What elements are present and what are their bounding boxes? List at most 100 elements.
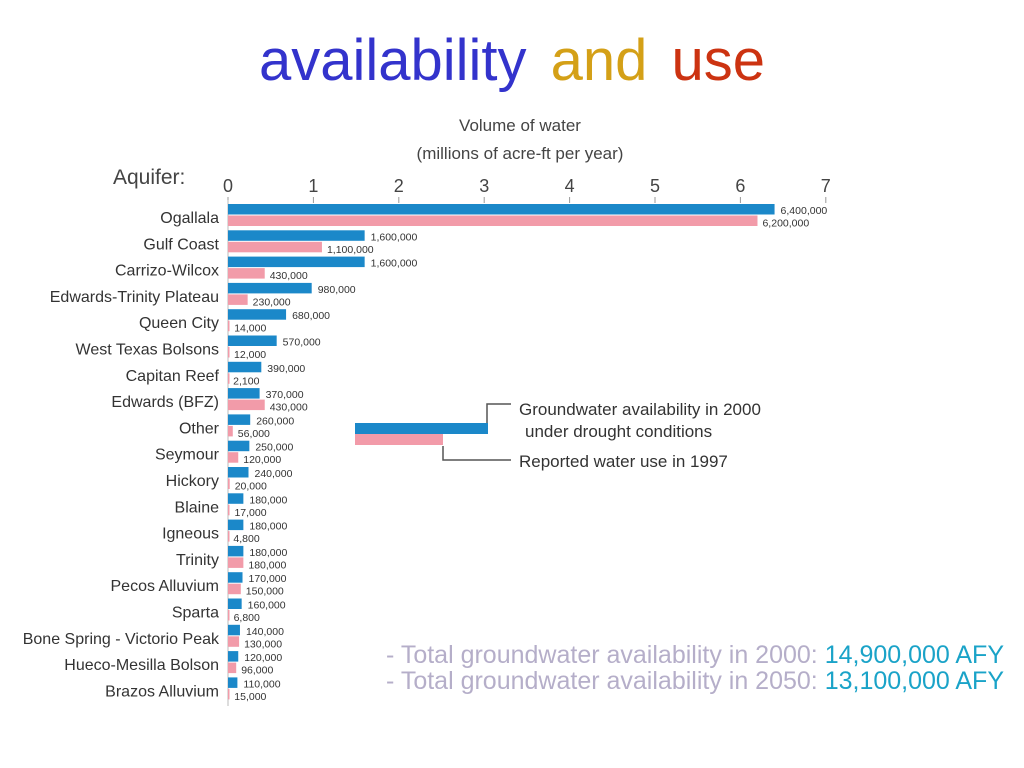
- use-bar: [228, 294, 248, 305]
- availability-bar: [228, 440, 250, 452]
- category-label: Sparta: [172, 605, 219, 622]
- category-label: Capitan Reef: [126, 368, 220, 385]
- availability-value-label: 180,000: [249, 521, 287, 533]
- legend-use-label: Reported water use in 1997: [519, 452, 728, 471]
- use-bar: [228, 241, 322, 253]
- total-2000-line: - Total groundwater availability in 2000…: [386, 642, 1004, 668]
- availability-bar: [228, 230, 365, 241]
- use-bar: [228, 347, 230, 358]
- use-bar: [228, 215, 758, 226]
- category-label: Hickory: [166, 473, 219, 490]
- x-tick-label: 2: [394, 176, 404, 196]
- availability-value-label: 570,000: [283, 337, 321, 349]
- availability-bar: [228, 598, 242, 609]
- use-value-label: 6,800: [234, 612, 260, 624]
- use-value-label: 120,000: [243, 454, 281, 466]
- use-bar: [228, 452, 239, 463]
- availability-bar: [228, 414, 251, 425]
- category-label: Igneous: [162, 526, 219, 543]
- use-bar: [228, 636, 240, 647]
- availability-value-label: 140,000: [246, 626, 284, 638]
- x-tick-label: 5: [650, 176, 660, 196]
- category-label: Trinity: [176, 552, 219, 569]
- title-word-and: and: [550, 28, 648, 93]
- availability-bar: [228, 493, 244, 504]
- total-2050-line: - Total groundwater availability in 2050…: [386, 668, 1004, 694]
- availability-bar: [228, 309, 287, 320]
- availability-bar: [228, 204, 775, 215]
- axis-title: Volume of water (millions of acre-ft per…: [330, 112, 710, 168]
- use-value-label: 12,000: [234, 349, 266, 361]
- axis-title-line2: (millions of acre-ft per year): [416, 144, 624, 163]
- x-tick-label: 7: [821, 176, 831, 196]
- use-bar: [228, 662, 237, 674]
- category-label: Edwards-Trinity Plateau: [50, 289, 219, 306]
- use-bar: [228, 478, 230, 489]
- total-2000-value: 14,900,000 AFY: [824, 641, 1004, 669]
- use-bar: [228, 688, 230, 700]
- legend-availability-label: Groundwater availability in 2000: [519, 400, 761, 419]
- category-label: Ogallala: [160, 210, 219, 227]
- use-bar: [228, 583, 241, 595]
- availability-bar: [228, 282, 312, 294]
- availability-value-label: 180,000: [249, 494, 287, 506]
- legend-availability-label-2: under drought conditions: [525, 422, 712, 441]
- availability-bar: [228, 519, 244, 531]
- use-value-label: 150,000: [246, 586, 284, 598]
- category-label: Other: [179, 420, 220, 437]
- use-value-label: 4,800: [233, 533, 259, 545]
- availability-bar: [228, 256, 365, 268]
- availability-value-label: 250,000: [255, 442, 293, 454]
- legend-use-swatch: [355, 434, 443, 445]
- availability-bar: [228, 677, 238, 688]
- availability-bar: [228, 361, 262, 373]
- availability-value-label: 6,400,000: [781, 205, 828, 217]
- use-value-label: 6,200,000: [762, 218, 809, 230]
- use-value-label: 1,100,000: [327, 244, 374, 256]
- availability-bar: [228, 545, 244, 557]
- availability-bar: [228, 388, 260, 399]
- legend-availability-leader: [486, 403, 511, 423]
- availability-bar: [228, 651, 239, 662]
- use-value-label: 14,000: [234, 323, 266, 335]
- availability-value-label: 980,000: [318, 284, 356, 296]
- availability-value-label: 680,000: [292, 310, 330, 322]
- availability-value-label: 180,000: [249, 547, 287, 559]
- availability-value-label: 170,000: [249, 573, 287, 585]
- category-label: Blaine: [175, 499, 220, 516]
- category-label: Carrizo-Wilcox: [115, 263, 219, 280]
- availability-bar: [228, 624, 240, 636]
- x-tick-label: 6: [735, 176, 745, 196]
- use-value-label: 2,100: [233, 375, 259, 387]
- x-tick-label: 4: [565, 176, 575, 196]
- category-label: Brazos Alluvium: [105, 683, 219, 700]
- use-value-label: 96,000: [241, 665, 273, 677]
- use-value-label: 20,000: [235, 481, 267, 493]
- category-label: Seymour: [155, 447, 220, 464]
- availability-bar: [228, 572, 243, 583]
- use-value-label: 180,000: [248, 559, 286, 571]
- use-value-label: 56,000: [238, 428, 270, 440]
- total-2050-value: 13,100,000 AFY: [824, 667, 1004, 695]
- slide-title: availability and use: [0, 26, 1024, 96]
- x-tick-label: 3: [479, 176, 489, 196]
- use-bar: [228, 504, 230, 516]
- availability-bar: [228, 335, 277, 346]
- category-label: Queen City: [139, 315, 219, 332]
- title-word-use: use: [671, 28, 766, 93]
- availability-value-label: 1,600,000: [371, 258, 418, 270]
- category-label: West Texas Bolsons: [76, 342, 219, 359]
- use-value-label: 430,000: [270, 402, 308, 414]
- use-value-label: 15,000: [234, 691, 266, 703]
- use-bar: [228, 268, 265, 279]
- availability-value-label: 240,000: [254, 468, 292, 480]
- use-bar: [228, 610, 230, 621]
- use-bar: [228, 373, 230, 384]
- category-label: Pecos Alluvium: [111, 578, 220, 595]
- use-bar: [228, 557, 244, 568]
- availability-value-label: 1,600,000: [371, 231, 418, 243]
- availability-value-label: 390,000: [267, 363, 305, 375]
- availability-bar: [228, 467, 249, 478]
- category-label: Gulf Coast: [143, 236, 219, 253]
